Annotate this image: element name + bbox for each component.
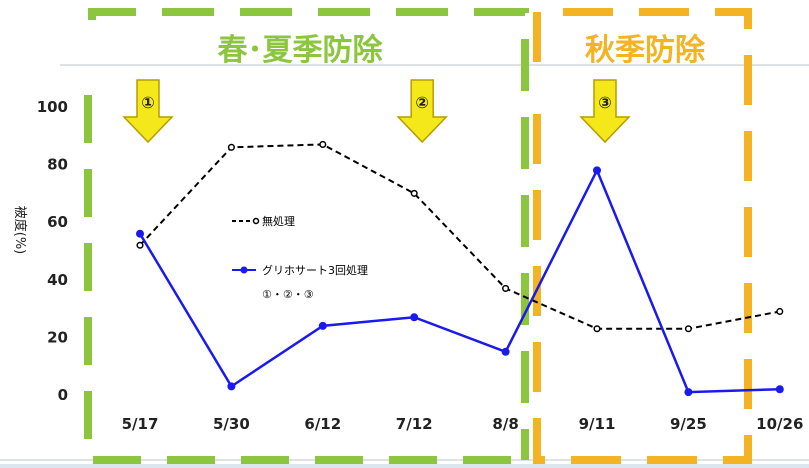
y-axis-ticks: 0 20 40 60 80 100	[37, 98, 68, 404]
x-tick-label: 9/25	[670, 415, 707, 433]
x-tick-label: 10/26	[756, 415, 803, 433]
treatment-arrow-label: ①	[141, 93, 155, 112]
y-tick-label: 40	[47, 271, 68, 289]
treatment-arrow-label: ③	[598, 93, 612, 112]
legend-marker-untreated	[252, 217, 260, 225]
x-tick-label: 8/8	[492, 415, 518, 433]
x-tick-label: 5/30	[213, 415, 250, 433]
data-point	[136, 229, 144, 238]
legend-note: ①・②・③	[262, 288, 314, 301]
series-line	[138, 167, 780, 394]
treatment-arrows: ① ② ③	[122, 79, 631, 144]
data-point	[410, 189, 418, 197]
data-point	[318, 321, 327, 330]
treatment-arrow	[396, 79, 448, 144]
x-axis-ticks: 5/17 5/30 6/12 7/12 8/8 9/11 9/25 10/26	[122, 415, 804, 433]
legend-marker-glyphosate	[240, 266, 248, 274]
y-tick-label: 80	[47, 156, 68, 174]
autumn-label: 秋季防除	[585, 33, 706, 68]
y-tick-label: 0	[58, 386, 68, 404]
treatment-arrow-label: ②	[415, 93, 429, 112]
spring-summer-label: 春･夏季防除	[218, 33, 384, 68]
data-point	[593, 166, 601, 175]
data-point	[501, 347, 510, 356]
data-point	[227, 382, 236, 391]
x-tick-label: 5/17	[122, 415, 159, 433]
y-axis-label: 被度(%)	[12, 206, 28, 255]
data-point	[410, 313, 419, 322]
period-boxes	[84, 8, 752, 464]
x-tick-label: 9/11	[579, 415, 616, 433]
legend-label-untreated: 無処理	[262, 214, 295, 228]
treatment-arrow	[579, 79, 631, 144]
spring-summer-box-top	[88, 8, 529, 460]
data-point	[684, 325, 692, 333]
y-tick-label: 60	[47, 213, 68, 231]
x-tick-label: 7/12	[396, 415, 433, 433]
data-point	[136, 241, 144, 249]
data-point	[684, 388, 693, 397]
data-point	[319, 140, 327, 148]
data-point	[775, 385, 784, 394]
y-tick-label: 20	[47, 328, 68, 346]
autumn-box	[533, 8, 752, 464]
data-point	[502, 284, 510, 292]
data-point	[776, 307, 784, 316]
legend: 無処理 グリホサート3回処理 ①・②・③	[232, 214, 368, 301]
data-point	[593, 325, 601, 333]
spring-summer-box-side	[84, 95, 525, 464]
data-point	[227, 143, 235, 151]
series-group	[136, 140, 784, 397]
y-tick-label: 100	[37, 98, 68, 116]
treatment-arrow	[122, 79, 174, 144]
x-tick-label: 6/12	[304, 415, 341, 433]
series-line	[139, 143, 780, 330]
legend-label-glyphosate: グリホサート3回処理	[262, 263, 368, 277]
